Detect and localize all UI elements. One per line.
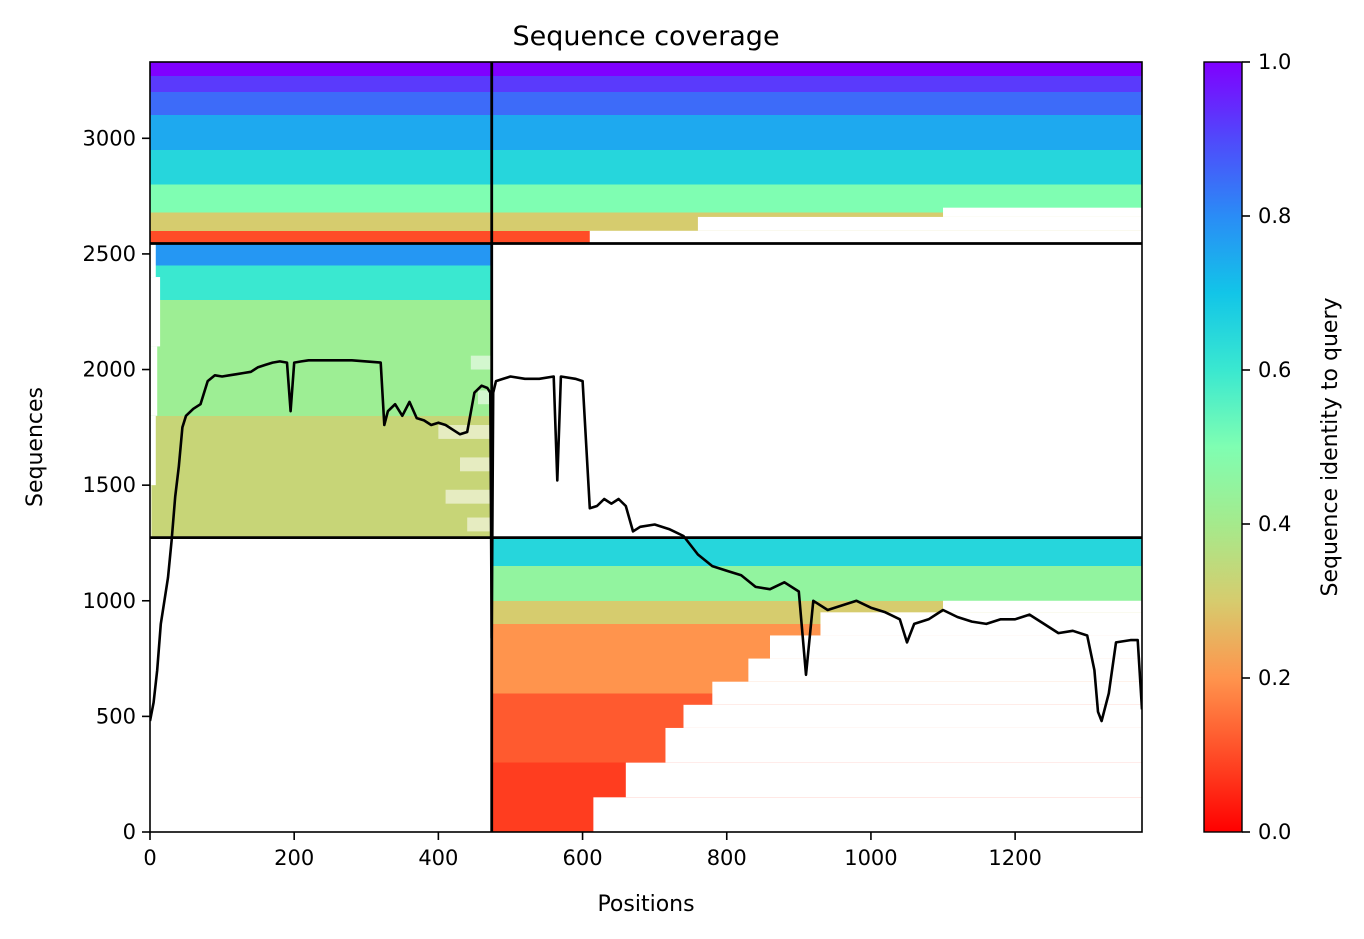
x-tick-label: 1000 bbox=[844, 846, 897, 870]
coverage-gap bbox=[150, 277, 161, 347]
y-tick-label: 3000 bbox=[83, 126, 136, 150]
y-axis-label: Sequences bbox=[23, 387, 48, 507]
coverage-gap bbox=[665, 727, 1142, 763]
plot-frame bbox=[149, 61, 1143, 833]
y-tick-label: 2500 bbox=[83, 242, 136, 266]
coverage-line bbox=[150, 359, 1142, 723]
colorbar-label: Sequence identity to query bbox=[1318, 297, 1343, 596]
y-tick-label: 500 bbox=[96, 704, 136, 728]
coverage-gap bbox=[697, 216, 1142, 231]
coverage-gap bbox=[589, 230, 1142, 244]
x-tick-label: 800 bbox=[707, 846, 747, 870]
coverage-gap bbox=[943, 207, 1142, 217]
x-tick-label: 200 bbox=[274, 846, 314, 870]
colorbar-tick-label: 0.8 bbox=[1258, 204, 1291, 228]
coverage-streak bbox=[445, 489, 492, 504]
coverage-gap bbox=[770, 635, 1142, 659]
coverage-gap bbox=[748, 658, 1142, 682]
x-axis-ticks: 0 200 400 600 800 1000 1200 bbox=[143, 832, 1042, 870]
coverage-streak bbox=[470, 355, 492, 370]
coverage-gap bbox=[150, 346, 158, 416]
coverage-gap bbox=[683, 704, 1142, 728]
x-tick-label: 600 bbox=[563, 846, 603, 870]
colorbar-ticks: 0.0 0.2 0.4 0.6 0.8 1.0 bbox=[1242, 50, 1291, 844]
y-tick-label: 1500 bbox=[83, 473, 136, 497]
y-tick-label: 2000 bbox=[83, 358, 136, 382]
x-tick-label: 1200 bbox=[988, 846, 1041, 870]
heatmap-layer bbox=[150, 62, 1142, 832]
x-tick-label: 0 bbox=[143, 846, 156, 870]
y-tick-label: 0 bbox=[123, 820, 136, 844]
coverage-streak bbox=[460, 457, 492, 472]
colorbar-tick-label: 1.0 bbox=[1258, 50, 1291, 74]
coverage-gap bbox=[593, 797, 1142, 832]
coverage-gap bbox=[625, 762, 1142, 798]
heatmap-block bbox=[150, 243, 492, 538]
colorbar-tick-label: 0.0 bbox=[1258, 820, 1291, 844]
coverage-streak bbox=[478, 390, 492, 405]
coverage-gap bbox=[150, 243, 156, 278]
colorbar-tick-label: 0.6 bbox=[1258, 358, 1291, 382]
heatmap-block-fill bbox=[150, 243, 492, 538]
colorbar-tick-label: 0.4 bbox=[1258, 512, 1291, 536]
coverage-gap bbox=[150, 415, 156, 486]
colorbar bbox=[1203, 61, 1243, 833]
colorbar-tick-label: 0.2 bbox=[1258, 666, 1291, 690]
coverage-gap bbox=[943, 600, 1142, 613]
chart-title: Sequence coverage bbox=[512, 21, 779, 52]
x-axis-label: Positions bbox=[597, 892, 694, 917]
y-axis-ticks: 0 500 1000 1500 2000 2500 3000 bbox=[83, 126, 150, 844]
coverage-streak bbox=[467, 517, 492, 532]
coverage-gap bbox=[712, 681, 1142, 705]
x-tick-label: 400 bbox=[418, 846, 458, 870]
y-tick-label: 1000 bbox=[83, 589, 136, 613]
